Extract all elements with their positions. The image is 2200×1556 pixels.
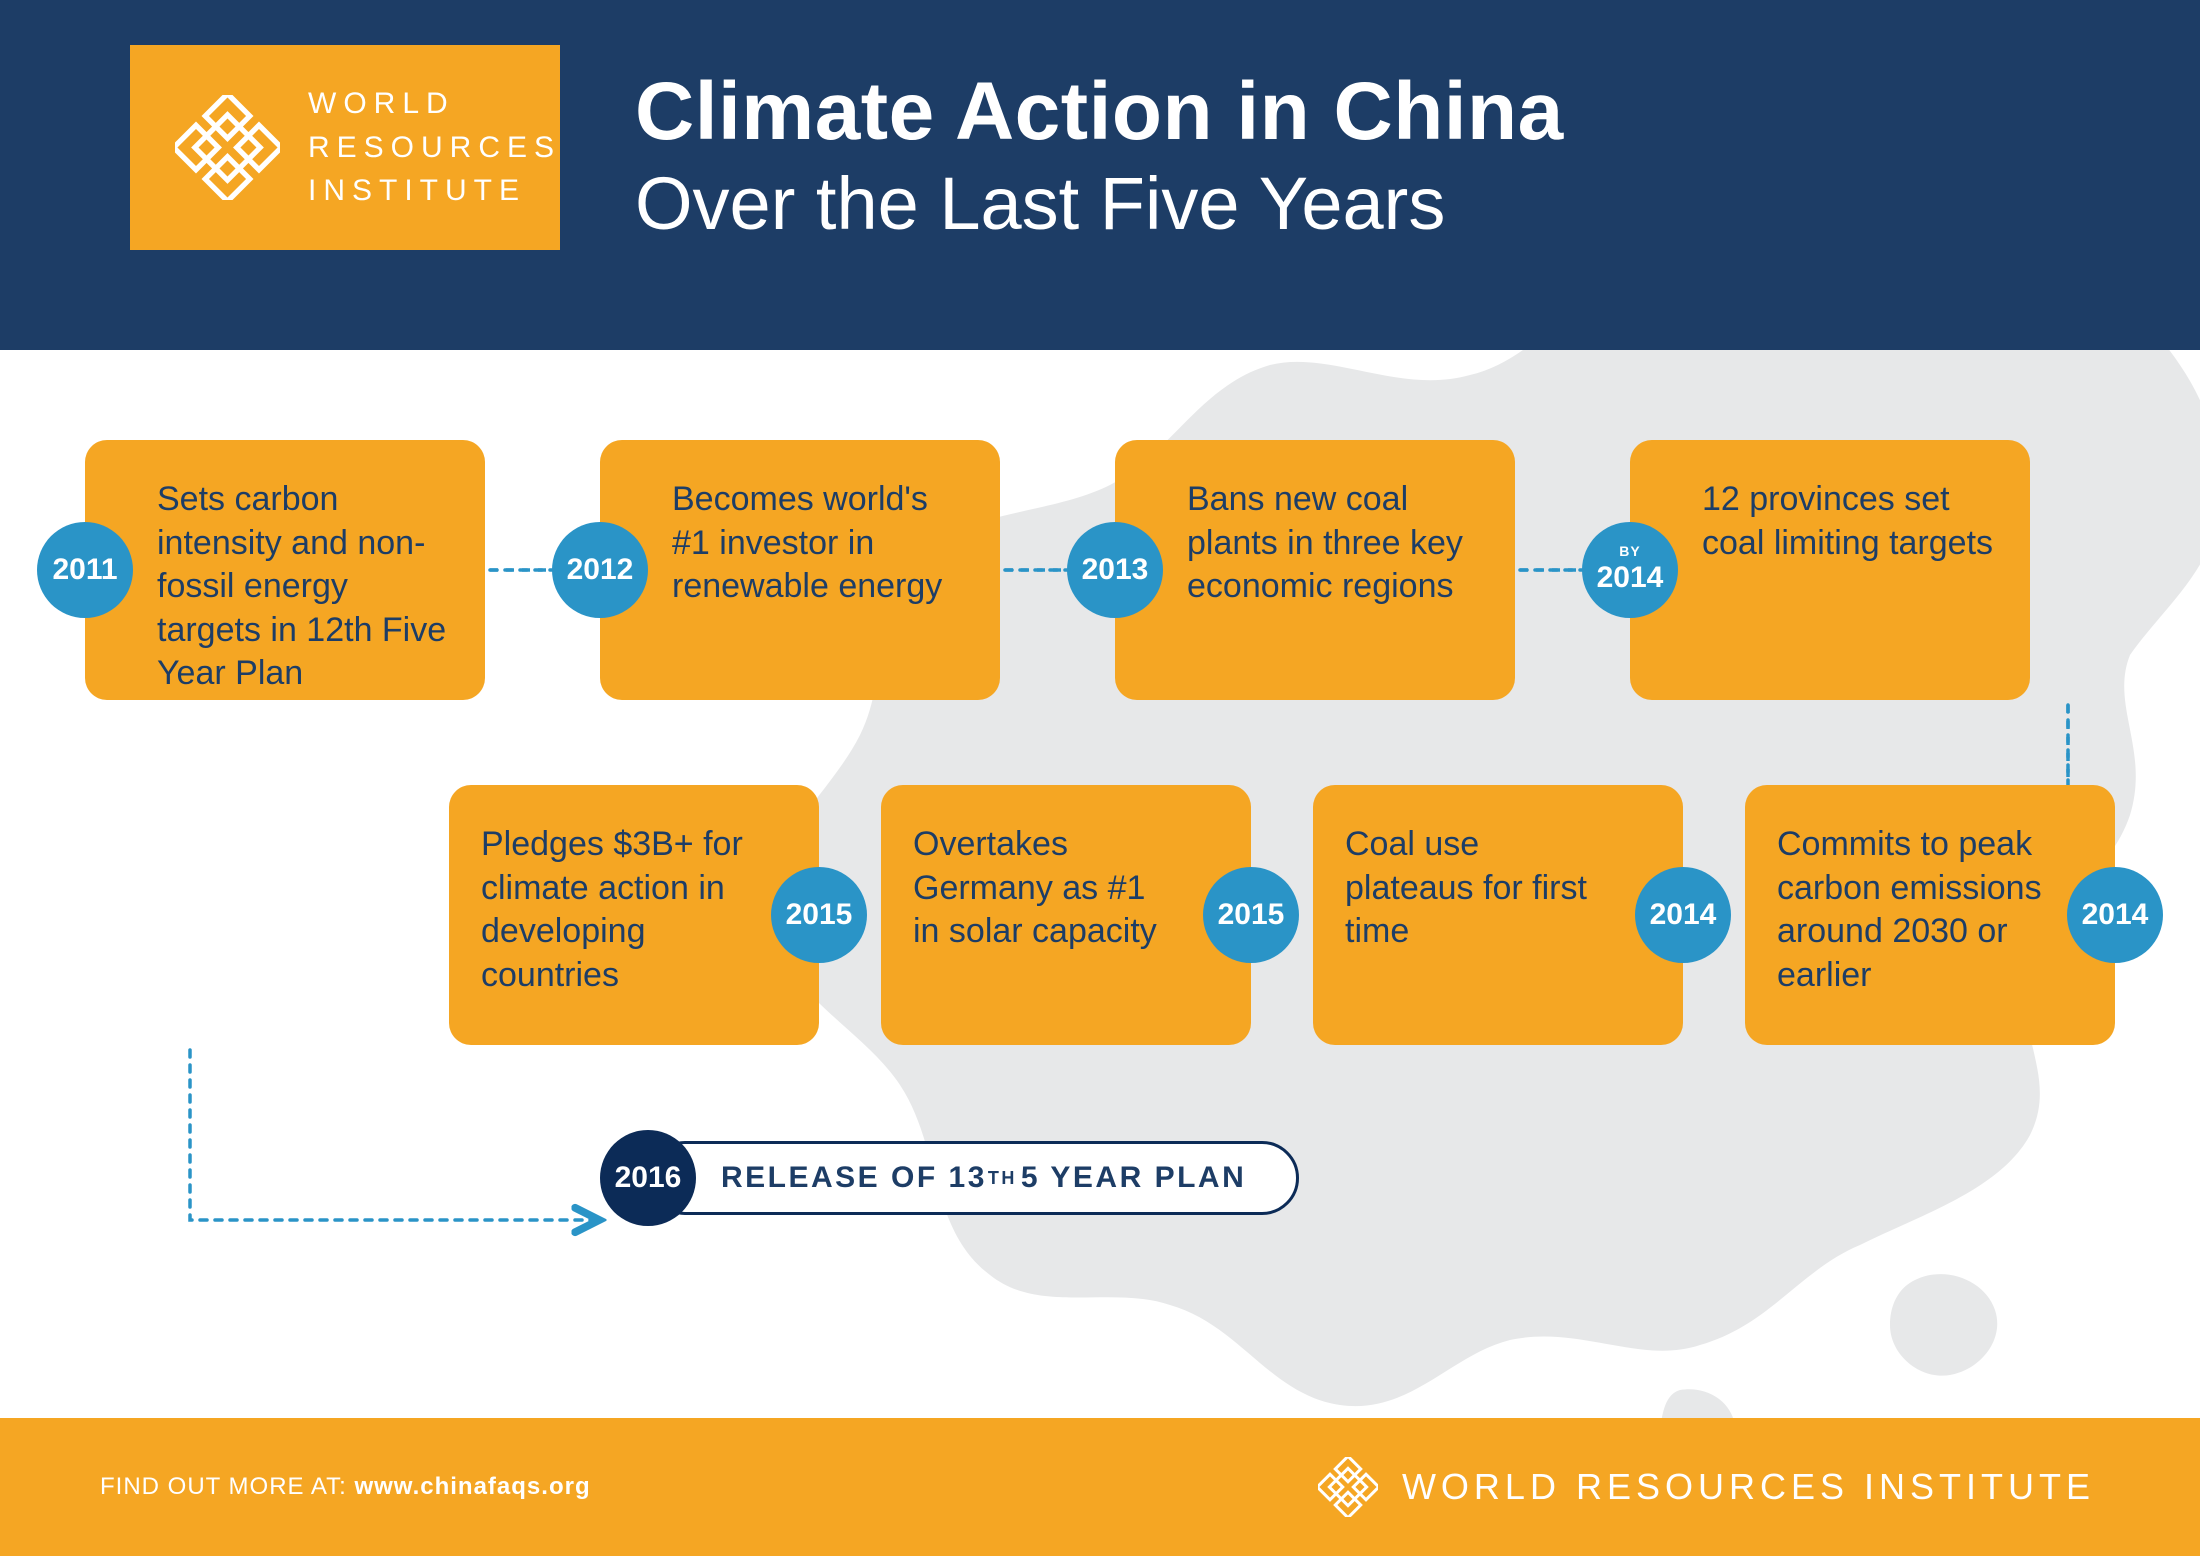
year-label: 2012	[567, 551, 634, 589]
footer-cta: FIND OUT MORE AT: www.chinafaqs.org	[100, 1473, 591, 1501]
title-block: Climate Action in China Over the Last Fi…	[635, 65, 1564, 246]
card-text: Pledges $3B+ for climate action in devel…	[481, 823, 747, 997]
org-line-2: RESOURCES	[308, 126, 561, 170]
year-label: 2014	[2082, 896, 2149, 934]
year-badge: 2011	[37, 522, 133, 618]
year-badge: 2015	[1203, 867, 1299, 963]
final-label-sup: TH	[988, 1168, 1017, 1189]
org-line-3: INSTITUTE	[308, 169, 561, 213]
timeline: 2011 Sets carbon intensity and non-fossi…	[0, 350, 2200, 1226]
timeline-final: 2016 RELEASE OF 13TH 5 YEAR PLAN	[600, 1130, 2115, 1226]
logo-text: WORLD RESOURCES INSTITUTE	[308, 82, 561, 213]
timeline-row-2: 2014 Commits to peak carbon emissions ar…	[85, 785, 2115, 1045]
year-label: 2013	[1082, 551, 1149, 589]
timeline-card-2014-peak: 2014 Commits to peak carbon emissions ar…	[1745, 785, 2115, 1045]
card-text: Coal use plateaus for first time	[1345, 823, 1611, 954]
footer-cta-url: www.chinafaqs.org	[354, 1473, 590, 1500]
footer-cta-prefix: FIND OUT MORE AT:	[100, 1473, 354, 1500]
timeline-card-2015-solar: 2015 Overtakes Germany as #1 in solar ca…	[881, 785, 1251, 1045]
timeline-card-2011: 2011 Sets carbon intensity and non-fossi…	[85, 440, 485, 700]
org-line-1: WORLD	[308, 82, 561, 126]
final-label-post: 5 YEAR PLAN	[1021, 1161, 1246, 1195]
footer: FIND OUT MORE AT: www.chinafaqs.org WORL…	[0, 1418, 2200, 1556]
footer-org: WORLD RESOURCES INSTITUTE	[1318, 1457, 2095, 1517]
main: 2011 Sets carbon intensity and non-fossi…	[0, 350, 2200, 1420]
year-badge: BY 2014	[1582, 522, 1678, 618]
timeline-card-2012: 2012 Becomes world's #1 investor in rene…	[600, 440, 1000, 700]
card-text: Commits to peak carbon emissions around …	[1777, 823, 2043, 997]
year-label: 2014	[1650, 896, 1717, 934]
year-badge: 2014	[1635, 867, 1731, 963]
timeline-card-2013: 2013 Bans new coal plants in three key e…	[1115, 440, 1515, 700]
year-badge: 2015	[771, 867, 867, 963]
year-label: 2014	[1597, 559, 1664, 597]
year-badge-final: 2016	[600, 1130, 696, 1226]
timeline-card-by-2014: BY 2014 12 provinces set coal limiting t…	[1630, 440, 2030, 700]
card-text: 12 provinces set coal limiting targets	[1702, 478, 2000, 565]
year-label: 2016	[615, 1161, 682, 1195]
year-label: 2015	[786, 896, 853, 934]
final-label-pre: RELEASE OF 13	[721, 1161, 987, 1195]
year-badge: 2013	[1067, 522, 1163, 618]
wri-logo-icon	[1318, 1457, 1378, 1517]
card-text: Becomes world's #1 investor in renewable…	[672, 478, 970, 609]
year-label: 2015	[1218, 896, 1285, 934]
logo-box: WORLD RESOURCES INSTITUTE	[130, 45, 560, 250]
final-label-pill: RELEASE OF 13TH 5 YEAR PLAN	[648, 1141, 1299, 1215]
timeline-card-2015-pledge: 2015 Pledges $3B+ for climate action in …	[449, 785, 819, 1045]
card-text: Bans new coal plants in three key econom…	[1187, 478, 1485, 609]
year-badge: 2012	[552, 522, 648, 618]
card-text: Overtakes Germany as #1 in solar capacit…	[913, 823, 1179, 954]
timeline-row-1: 2011 Sets carbon intensity and non-fossi…	[85, 440, 2115, 700]
card-text: Sets carbon intensity and non-fossil ene…	[157, 478, 455, 696]
timeline-card-2014-coal: 2014 Coal use plateaus for first time	[1313, 785, 1683, 1045]
footer-org-name: WORLD RESOURCES INSTITUTE	[1402, 1466, 2095, 1508]
page-subtitle: Over the Last Five Years	[635, 161, 1564, 246]
page-title: Climate Action in China	[635, 65, 1564, 159]
year-label: 2011	[52, 551, 117, 589]
year-badge: 2014	[2067, 867, 2163, 963]
wri-logo-icon	[175, 95, 280, 200]
header: WORLD RESOURCES INSTITUTE Climate Action…	[0, 0, 2200, 350]
